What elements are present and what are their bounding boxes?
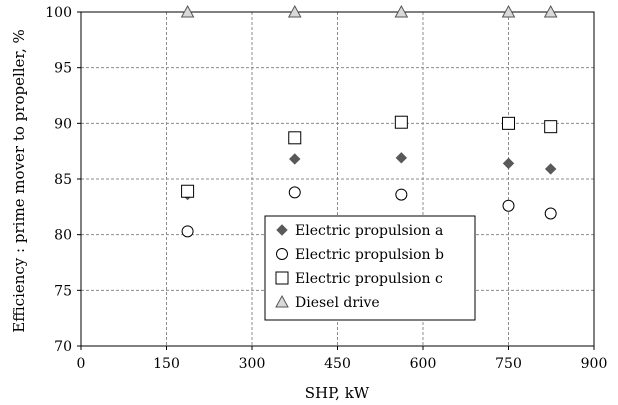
- y-axis-title: Efficiency : prime mover to propeller, %: [10, 29, 28, 332]
- data-point: [394, 4, 409, 18]
- series-2: [181, 186, 557, 238]
- x-axis-title: SHP, kW: [305, 384, 370, 402]
- data-point: [544, 207, 557, 220]
- y-tick-label: 95: [54, 61, 72, 77]
- axis-ticks: 0 150 300 450 600 750 900 70 75 80 85 90 95 100: [45, 5, 607, 372]
- y-tick-label: 90: [54, 116, 72, 132]
- legend-marker: [276, 248, 288, 260]
- legend: Electric propulsion a Electric propulsion…: [264, 215, 476, 321]
- y-tick-label: 75: [54, 283, 72, 299]
- data-point: [395, 152, 408, 164]
- legend-label: Electric propulsion c: [295, 271, 443, 287]
- series-4: [180, 4, 558, 18]
- legend-marker: [275, 271, 289, 285]
- legend-marker: [276, 224, 288, 236]
- data-point: [543, 4, 558, 18]
- data-point: [181, 225, 194, 238]
- data-point: [180, 4, 195, 18]
- grid: [81, 12, 594, 346]
- legend-label: Electric propulsion a: [295, 223, 443, 239]
- x-tick-label: 450: [324, 356, 351, 372]
- data-point: [502, 157, 515, 170]
- legend-label: Electric propulsion b: [295, 247, 444, 263]
- data-point: [544, 120, 558, 134]
- data-point: [502, 199, 515, 212]
- x-tick-label: 600: [410, 356, 437, 372]
- y-tick-label: 100: [45, 5, 72, 21]
- data-point: [544, 163, 557, 175]
- x-tick-label: 750: [495, 356, 522, 372]
- data-markers: [180, 4, 558, 238]
- data-point: [501, 4, 516, 18]
- data-point: [288, 131, 302, 145]
- x-tick-label: 900: [581, 356, 608, 372]
- series-1: [181, 152, 557, 201]
- x-tick-label: 300: [239, 356, 266, 372]
- data-point: [181, 184, 195, 198]
- x-tick-label: 150: [153, 356, 180, 372]
- legend-marker: [275, 294, 289, 308]
- data-point: [288, 186, 301, 199]
- data-point: [394, 115, 408, 129]
- data-point: [395, 188, 408, 201]
- y-tick-label: 80: [54, 228, 72, 244]
- legend-box: [264, 215, 476, 321]
- data-point: [287, 4, 302, 18]
- y-tick-label: 70: [54, 339, 72, 355]
- x-tick-label: 0: [77, 356, 86, 372]
- data-point: [502, 116, 515, 130]
- series-3: [181, 115, 558, 198]
- y-tick-label: 85: [54, 172, 72, 188]
- legend-label: Diesel drive: [295, 295, 380, 311]
- data-point: [289, 153, 301, 165]
